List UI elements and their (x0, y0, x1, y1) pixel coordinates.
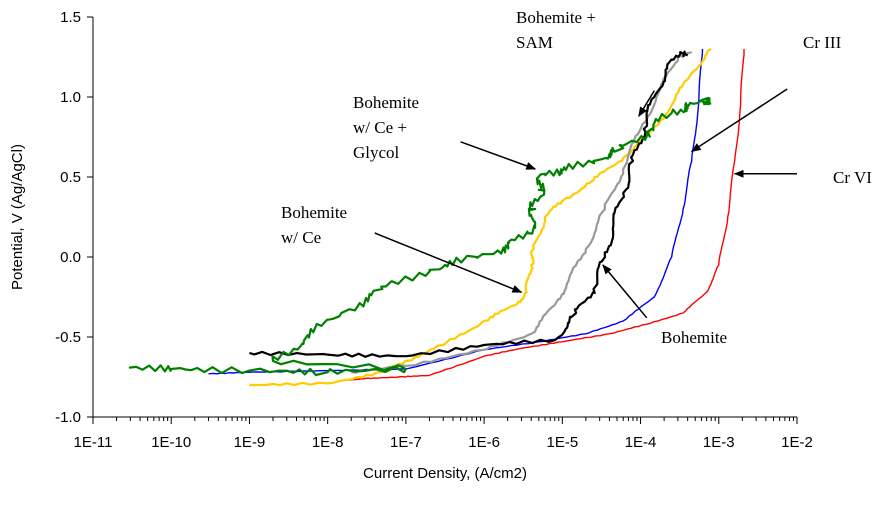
annotation-text: w/ Ce (281, 228, 321, 247)
annotation-arrow (690, 88, 788, 153)
annotation-text: Bohemite (281, 203, 347, 222)
annotation: Cr VI (733, 168, 872, 187)
y-axis-title: Potential, V (Ag/AgCl) (9, 144, 26, 290)
axes-layer: -1.0 -0.5 0.0 0.5 1.0 1.5 1E-11 1E-10 1E-9 1E-8 1E… (55, 9, 813, 451)
annotation-arrow (374, 232, 523, 293)
annotation-text: Glycol (353, 143, 400, 162)
x-tick-label: 1E-9 (234, 434, 266, 451)
series-line-2 (208, 48, 704, 375)
annotation: Bohemite + SAM (516, 8, 655, 118)
y-tick-label: 1.5 (60, 9, 81, 26)
annotation-text: w/ Ce + (353, 118, 407, 137)
x-tick-label: 1E-3 (703, 434, 735, 451)
annotation: Bohemite (602, 264, 727, 347)
y-tick-label: 0.0 (60, 249, 81, 266)
annotation-text: Bohemite (661, 328, 727, 347)
annotation-text: Cr III (803, 33, 842, 52)
series-line-3 (249, 48, 712, 387)
x-tick-label: 1E-10 (151, 434, 191, 451)
x-tick-label: 1E-6 (468, 434, 500, 451)
y-tick-label: -1.0 (55, 409, 81, 426)
annotation: Bohemite w/ Ce (281, 203, 523, 293)
annotation-text: SAM (516, 33, 553, 52)
y-tick-label: 1.0 (60, 89, 81, 106)
x-tick-label: 1E-8 (312, 434, 344, 451)
annotation-text: Bohemite (353, 93, 419, 112)
annotation-layer: Bohemite + SAM Cr III Bohemite w/ Ce + Glycol… (281, 8, 872, 347)
annotation-text: Cr VI (833, 168, 872, 187)
x-tick-label: 1E-5 (546, 434, 578, 451)
x-tick-label: 1E-7 (390, 434, 422, 451)
annotation: Cr III (690, 33, 842, 153)
series-line-1 (347, 49, 745, 381)
annotation-arrow (460, 141, 537, 170)
x-tick-label: 1E-11 (74, 434, 113, 451)
series-layer (128, 48, 745, 387)
x-tick-label: 1E-2 (781, 434, 813, 451)
y-tick-label: -0.5 (55, 329, 81, 346)
y-tick-label: 0.5 (60, 169, 81, 186)
series-line-6 (128, 96, 712, 377)
x-axis-title: Current Density, (A/cm2) (363, 465, 527, 482)
annotation: Bohemite w/ Ce + Glycol (353, 93, 537, 170)
annotation-arrow (602, 264, 648, 319)
series-line-5 (249, 50, 689, 358)
annotation-text: Bohemite + (516, 8, 596, 27)
annotation-arrow (638, 90, 655, 118)
x-tick-label: 1E-4 (625, 434, 657, 451)
